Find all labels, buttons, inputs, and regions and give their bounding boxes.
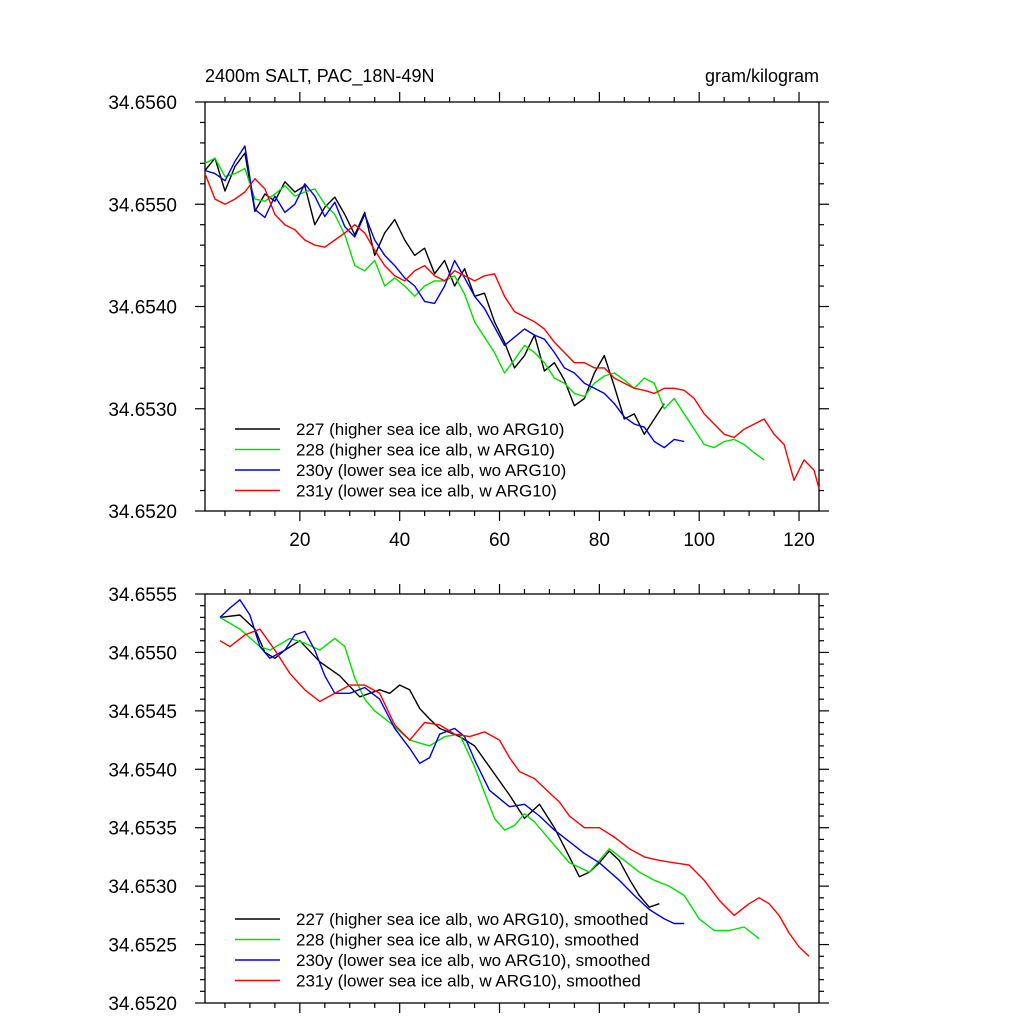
top-x-tick-label: 80	[589, 530, 610, 551]
top-series-lines	[204, 145, 820, 489]
bottom-panel: 34.6520 34.6525 34.6530 34.6535 34.6540 34.65…	[108, 584, 829, 1015]
top-x-tick-label: 60	[489, 530, 510, 551]
bottom-plot-frame	[204, 593, 820, 1004]
top-series-line-1	[204, 157, 765, 461]
bottom-legend-label-3: 231y (lower sea ice alb, w ARG10), smoot…	[296, 972, 641, 991]
bottom-y-tick-label: 34.6550	[108, 643, 177, 664]
bottom-legend-label-0: 227 (higher sea ice alb, wo ARG10), smoo…	[296, 910, 648, 929]
top-series-line-3	[204, 173, 820, 489]
bottom-legend: 227 (higher sea ice alb, wo ARG10), smoo…	[235, 910, 650, 991]
top-legend-label-1: 228 (higher sea ice alb, w ARG10)	[296, 441, 555, 460]
top-x-tick-label: 120	[783, 530, 815, 551]
top-y-tick-label: 34.6550	[108, 195, 177, 216]
top-y-tick-label: 34.6560	[108, 93, 177, 114]
bottom-series-line-3	[219, 628, 810, 957]
bottom-y-tick-label: 34.6530	[108, 877, 177, 898]
top-y-tick-label: 34.6540	[108, 298, 177, 319]
bottom-series-line-1	[219, 616, 760, 940]
top-axis-ticks: 20 40 60 80 100 120 34.6520 34.6530 34.6540 34.65…	[108, 92, 829, 551]
top-x-tick-label: 100	[683, 530, 715, 551]
bottom-y-tick-label: 34.6545	[108, 702, 177, 723]
top-series-line-2	[204, 145, 685, 449]
bottom-y-tick-label: 34.6535	[108, 819, 177, 840]
top-x-tick-label: 20	[289, 530, 310, 551]
bottom-y-tick-label: 34.6555	[108, 585, 177, 606]
bottom-series-line-0	[219, 614, 660, 908]
bottom-axis-ticks: 34.6520 34.6525 34.6530 34.6535 34.6540 34.65…	[108, 584, 829, 1015]
top-legend: 227 (higher sea ice alb, wo ARG10) 228 (h…	[235, 420, 566, 501]
top-panel: 2400m SALT, PAC_18N-49N gram/kilogram 20…	[108, 66, 829, 551]
top-legend-label-2: 230y (lower sea ice alb, wo ARG10)	[296, 461, 566, 480]
top-legend-label-0: 227 (higher sea ice alb, wo ARG10)	[296, 420, 564, 439]
top-legend-label-3: 231y (lower sea ice alb, w ARG10)	[296, 482, 557, 501]
top-x-tick-label: 40	[389, 530, 410, 551]
bottom-series-line-2	[219, 599, 685, 925]
bottom-series-lines	[219, 599, 810, 957]
bottom-y-tick-label: 34.6540	[108, 760, 177, 781]
bottom-y-tick-label: 34.6525	[108, 936, 177, 957]
bottom-legend-label-1: 228 (higher sea ice alb, w ARG10), smoot…	[296, 931, 639, 950]
top-chart-units: gram/kilogram	[705, 66, 819, 86]
top-chart-title: 2400m SALT, PAC_18N-49N	[205, 66, 434, 87]
bottom-y-tick-label: 34.6520	[108, 994, 177, 1015]
top-y-tick-label: 34.6520	[108, 502, 177, 523]
top-y-tick-label: 34.6530	[108, 400, 177, 421]
bottom-legend-label-2: 230y (lower sea ice alb, wo ARG10), smoo…	[296, 951, 650, 970]
